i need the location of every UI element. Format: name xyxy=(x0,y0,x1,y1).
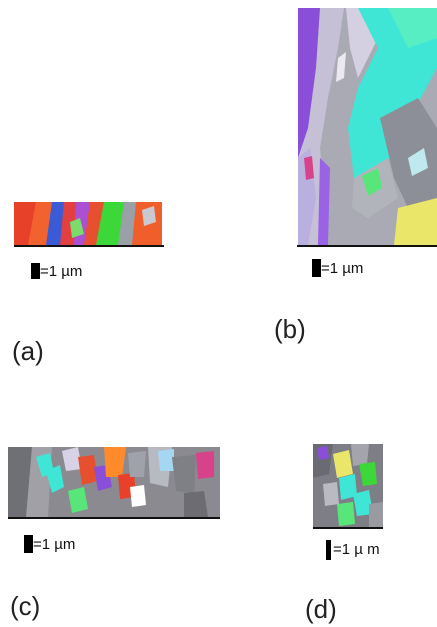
scale-label-c: =1 µm xyxy=(33,536,76,553)
scale-bar-b xyxy=(312,259,321,277)
scale-bar-a xyxy=(31,263,40,279)
panel-label-b: (b) xyxy=(274,314,306,344)
ebsd-map-b-image xyxy=(298,8,437,245)
scale-label-b: =1 µm xyxy=(321,260,364,277)
ebsd-map-d xyxy=(313,444,383,527)
ebsd-map-a xyxy=(14,202,162,245)
map-baseline-d xyxy=(313,527,383,529)
panel-label-d: (d) xyxy=(305,594,337,624)
map-baseline-b xyxy=(297,245,437,247)
map-baseline-c xyxy=(8,517,220,519)
ebsd-map-d-image xyxy=(313,444,383,527)
panel-label-a: (a) xyxy=(12,336,44,366)
scale-bar-c xyxy=(24,535,33,553)
scale-bar-d xyxy=(326,540,331,560)
scale-label-a: =1 µm xyxy=(40,263,83,280)
ebsd-map-c-image xyxy=(8,447,220,517)
scale-label-d: =1 µ m xyxy=(333,541,380,558)
ebsd-map-a-image xyxy=(14,202,162,245)
ebsd-map-c xyxy=(8,447,220,517)
map-baseline-a xyxy=(14,245,164,247)
panel-label-c: (c) xyxy=(10,591,41,621)
ebsd-map-b xyxy=(298,8,437,245)
